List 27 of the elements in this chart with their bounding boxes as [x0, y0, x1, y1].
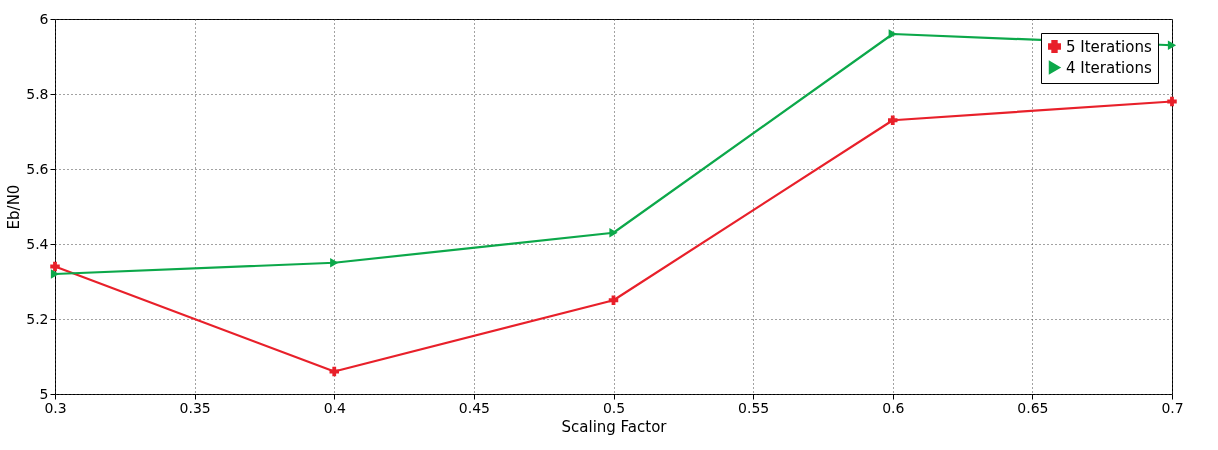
point — [888, 115, 898, 125]
y-tick-label: 5.4 — [26, 235, 49, 252]
y-tick-label: 6 — [39, 10, 49, 27]
x-tick-label: 0.3 — [44, 399, 67, 416]
point — [1167, 96, 1177, 107]
legend-label: 4 Iterations — [1066, 58, 1152, 77]
point — [50, 269, 60, 279]
x-tick-label: 0.6 — [882, 399, 905, 416]
legend-label: 5 Iterations — [1066, 37, 1152, 56]
point — [609, 228, 618, 238]
point — [888, 29, 897, 39]
x-tick-label: 0.45 — [458, 399, 490, 416]
point — [1167, 40, 1177, 50]
y-tick-label: 5 — [39, 385, 49, 402]
y-axis-title: Eb/N0 — [5, 184, 24, 230]
x-tick-label: 0.35 — [179, 399, 211, 416]
point — [330, 258, 339, 268]
x-tick-label: 0.55 — [738, 399, 770, 416]
x-tick-label: 0.5 — [602, 399, 626, 416]
x-tick-label: 0.7 — [1161, 399, 1184, 416]
y-tick-label: 5.2 — [26, 310, 49, 327]
point — [50, 261, 60, 272]
x-tick-label: 0.4 — [323, 399, 346, 416]
y-tick-label: 5.6 — [26, 160, 49, 177]
x-tick-label: 0.65 — [1017, 399, 1049, 416]
x-axis-title: Scaling Factor — [561, 417, 668, 436]
y-tick-label: 5.8 — [26, 85, 49, 102]
